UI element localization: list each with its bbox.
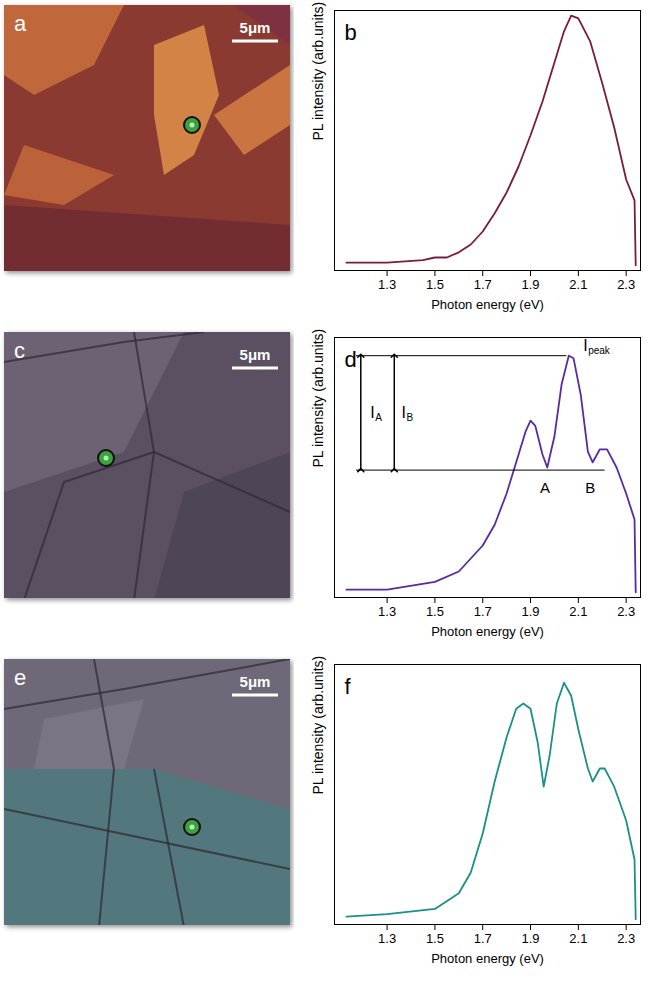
svg-text:1.5: 1.5 <box>426 931 444 946</box>
svg-text:1.9: 1.9 <box>521 931 539 946</box>
svg-text:I: I <box>401 404 405 421</box>
svg-text:I: I <box>583 337 587 354</box>
svg-text:B: B <box>585 479 595 496</box>
svg-text:2.1: 2.1 <box>569 931 587 946</box>
svg-text:A: A <box>375 412 382 423</box>
svg-text:Photon energy (eV): Photon energy (eV) <box>431 624 544 639</box>
svg-text:c: c <box>14 338 25 363</box>
svg-text:Photon energy (eV): Photon energy (eV) <box>431 951 544 966</box>
svg-text:5μm: 5μm <box>240 346 271 363</box>
svg-text:1.9: 1.9 <box>521 277 539 292</box>
svg-text:PL intensity (arb.units): PL intensity (arb.units) <box>310 329 326 468</box>
svg-text:1.9: 1.9 <box>521 604 539 619</box>
svg-text:2.3: 2.3 <box>617 931 635 946</box>
svg-text:1.5: 1.5 <box>426 604 444 619</box>
svg-text:Photon energy (eV): Photon energy (eV) <box>431 297 544 312</box>
svg-text:PL intensity (arb.units): PL intensity (arb.units) <box>310 2 326 141</box>
svg-text:A: A <box>540 479 550 496</box>
svg-text:2.1: 2.1 <box>569 277 587 292</box>
svg-text:2.3: 2.3 <box>617 604 635 619</box>
svg-text:PL intensity (arb.units): PL intensity (arb.units) <box>310 656 326 795</box>
svg-text:1.7: 1.7 <box>474 277 492 292</box>
svg-text:e: e <box>14 665 26 690</box>
svg-text:b: b <box>345 20 357 45</box>
svg-text:5μm: 5μm <box>240 19 271 36</box>
svg-text:d: d <box>345 347 357 372</box>
svg-text:1.7: 1.7 <box>474 604 492 619</box>
svg-text:1.3: 1.3 <box>378 604 396 619</box>
svg-text:1.5: 1.5 <box>426 277 444 292</box>
svg-text:I: I <box>370 404 374 421</box>
svg-text:peak: peak <box>588 345 611 356</box>
svg-text:1.3: 1.3 <box>378 931 396 946</box>
svg-text:B: B <box>406 412 413 423</box>
svg-text:1.7: 1.7 <box>474 931 492 946</box>
svg-text:a: a <box>14 11 27 36</box>
svg-text:2.1: 2.1 <box>569 604 587 619</box>
svg-text:1.3: 1.3 <box>378 277 396 292</box>
svg-text:f: f <box>345 674 352 699</box>
svg-text:2.3: 2.3 <box>617 277 635 292</box>
svg-text:5μm: 5μm <box>240 673 271 690</box>
